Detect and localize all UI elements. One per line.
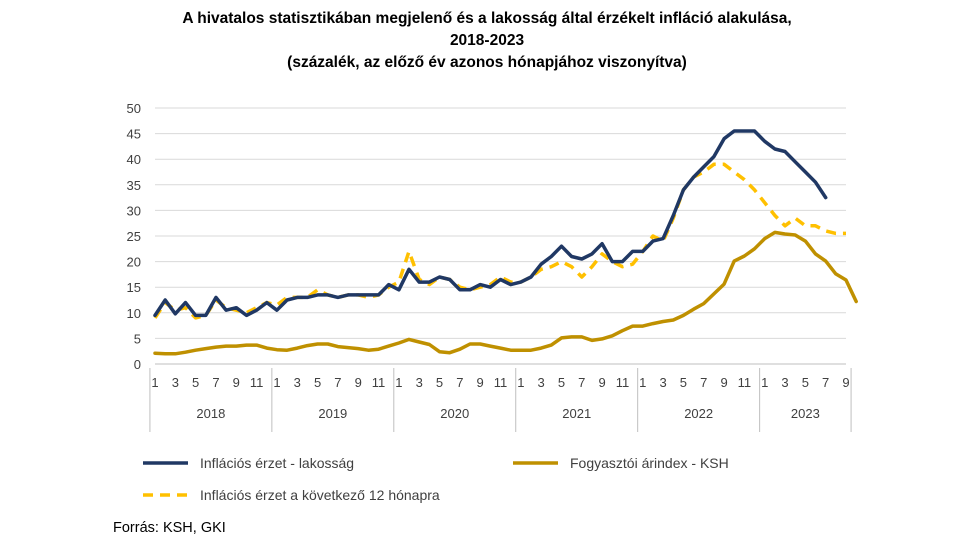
x-tick-label: 7: [456, 375, 463, 390]
series-line-1: [153, 230, 858, 356]
x-axis: 1 3 5 7 9 11 1 3 5 7 9 11 1 3 5 7 9 11 1 3 5 7 9 11 1 3 5 7 9 11 1 3 5 7 9…: [149, 368, 852, 432]
y-tick-label: 15: [127, 280, 141, 295]
x-tick-label: 11: [738, 375, 752, 390]
year-label: 2020: [440, 406, 469, 421]
x-tick-label: 11: [372, 375, 386, 390]
x-tick-label: 1: [273, 375, 280, 390]
y-tick-label: 5: [134, 331, 141, 346]
x-tick-label: 5: [314, 375, 321, 390]
x-tick-label: 3: [294, 375, 301, 390]
x-tick-label: 9: [720, 375, 727, 390]
year-label: 2019: [318, 406, 347, 421]
y-tick-label: 10: [127, 306, 141, 321]
gridlines: [155, 107, 846, 365]
legend-label: Fogyasztói árindex - KSH: [570, 455, 729, 471]
y-tick-label: 0: [134, 357, 141, 372]
legend: Inflációs érzet - lakosság Fogyasztói ári…: [143, 455, 729, 503]
x-tick-label: 9: [599, 375, 606, 390]
year-label: 2018: [196, 406, 225, 421]
x-tick-label: 1: [639, 375, 646, 390]
legend-label: Inflációs érzet a következő 12 hónapra: [200, 487, 440, 503]
series-line-0: [153, 129, 828, 318]
x-tick-label: 7: [212, 375, 219, 390]
x-tick-label: 9: [842, 375, 849, 390]
y-tick-label: 25: [127, 229, 141, 244]
chart-title: A hivatalos statisztikában megjelenő és …: [0, 8, 974, 74]
legend-label: Inflációs érzet - lakosság: [200, 455, 354, 471]
y-tick-label: 50: [127, 101, 141, 116]
x-tick-label: 3: [781, 375, 788, 390]
y-tick-label: 45: [127, 127, 141, 142]
year-label: 2022: [684, 406, 713, 421]
x-tick-label: 5: [802, 375, 809, 390]
x-tick-label: 1: [761, 375, 768, 390]
x-tick-label: 3: [416, 375, 423, 390]
x-tick-label: 7: [578, 375, 585, 390]
chart-title-line1: A hivatalos statisztikában megjelenő és …: [182, 10, 792, 27]
series-lines: [153, 129, 858, 356]
x-tick-label: 5: [436, 375, 443, 390]
x-tick-label: 3: [538, 375, 545, 390]
source-note: Forrás: KSH, GKI: [113, 520, 226, 536]
x-tick-label: 11: [250, 375, 264, 390]
x-tick-label: 9: [233, 375, 240, 390]
x-tick-label: 3: [659, 375, 666, 390]
y-axis-ticks: 0 5 10 15 20 25 30 35 40 45 50: [127, 101, 141, 372]
series-line-2: [153, 162, 846, 320]
x-tick-label: 1: [517, 375, 524, 390]
y-tick-label: 30: [127, 203, 141, 218]
x-tick-label: 1: [151, 375, 158, 390]
x-tick-label: 5: [558, 375, 565, 390]
y-tick-label: 35: [127, 178, 141, 193]
x-tick-label: 3: [172, 375, 179, 390]
x-tick-label: 1: [395, 375, 402, 390]
year-label: 2023: [791, 406, 820, 421]
x-tick-label: 11: [494, 375, 508, 390]
chart-title-line3: (százalék, az előző év azonos hónapjához…: [287, 54, 687, 71]
x-tick-label: 7: [700, 375, 707, 390]
x-tick-label: 7: [822, 375, 829, 390]
x-tick-label: 5: [680, 375, 687, 390]
y-tick-label: 20: [127, 255, 141, 270]
x-tick-label: 5: [192, 375, 199, 390]
x-tick-label: 9: [477, 375, 484, 390]
x-tick-label: 11: [616, 375, 630, 390]
chart-title-line2: 2018-2023: [449, 32, 525, 49]
x-tick-label: 7: [334, 375, 341, 390]
x-tick-label: 9: [355, 375, 362, 390]
year-label: 2021: [562, 406, 591, 421]
y-tick-label: 40: [127, 152, 141, 167]
